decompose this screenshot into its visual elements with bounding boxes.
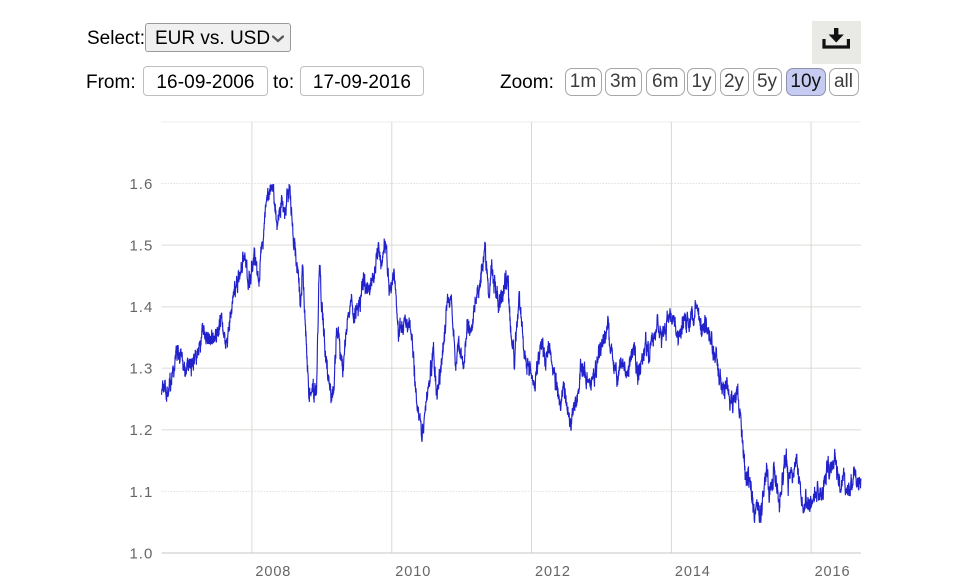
svg-text:1.2: 1.2 <box>129 422 153 439</box>
svg-text:1.1: 1.1 <box>129 484 153 501</box>
svg-text:2010: 2010 <box>395 564 431 580</box>
svg-text:1.3: 1.3 <box>129 361 153 378</box>
svg-text:1.6: 1.6 <box>129 176 153 193</box>
svg-text:2012: 2012 <box>535 564 571 580</box>
svg-text:2008: 2008 <box>255 564 291 580</box>
svg-text:1.0: 1.0 <box>129 545 153 562</box>
svg-text:1.5: 1.5 <box>129 238 153 255</box>
svg-text:2016: 2016 <box>815 564 851 580</box>
svg-text:1.4: 1.4 <box>129 299 153 316</box>
svg-text:2014: 2014 <box>675 564 711 580</box>
